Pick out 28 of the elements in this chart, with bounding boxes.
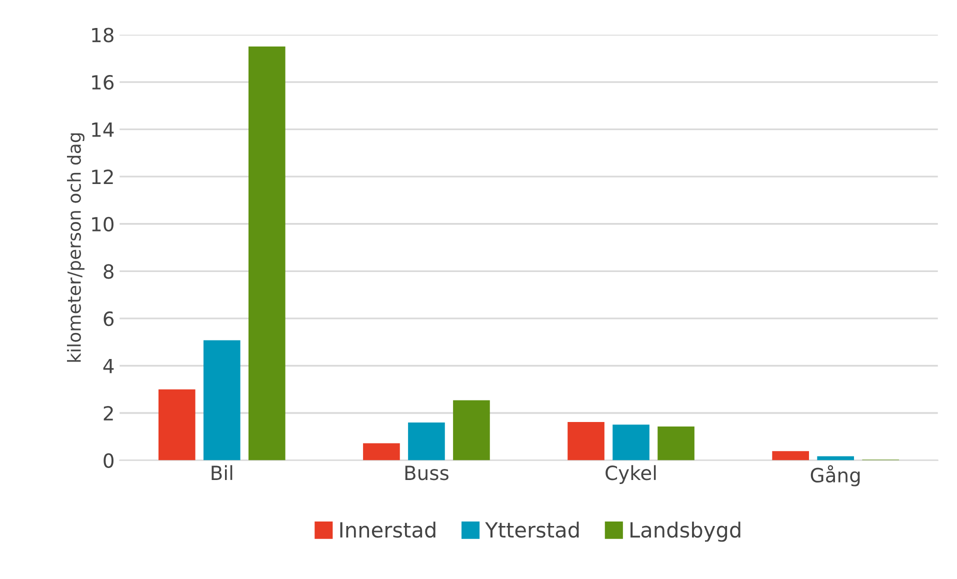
x-tick-label: Gång bbox=[810, 465, 860, 486]
bar bbox=[158, 389, 196, 460]
bar bbox=[203, 340, 240, 460]
bar bbox=[568, 422, 604, 460]
y-tick-label: 2 bbox=[104, 406, 113, 420]
bar bbox=[612, 424, 650, 460]
x-tick-label: Cykel bbox=[606, 465, 656, 484]
x-tick-label: Bil bbox=[212, 465, 232, 480]
y-tick-label: 4 bbox=[103, 358, 114, 374]
bar bbox=[772, 451, 809, 460]
x-tick-label: Buss bbox=[405, 466, 448, 480]
y-tick-label: 16 bbox=[92, 74, 114, 90]
y-axis-title: kilometer/person och dag bbox=[66, 133, 84, 362]
y-tick-label: 12 bbox=[92, 170, 113, 184]
legend-label: Ytterstad bbox=[485, 522, 579, 538]
bar bbox=[453, 400, 490, 460]
legend-label: Innerstad bbox=[340, 522, 436, 538]
y-tick-label: 10 bbox=[92, 216, 114, 232]
y-tick-label: 0 bbox=[104, 453, 114, 468]
y-tick-label: 6 bbox=[104, 311, 114, 326]
bar bbox=[363, 443, 400, 460]
bar bbox=[408, 422, 445, 460]
bar bbox=[658, 426, 694, 460]
y-tick-label: 14 bbox=[92, 122, 114, 137]
bar bbox=[248, 46, 286, 460]
legend-label: Landsbygd bbox=[630, 522, 740, 542]
y-tick-label: 18 bbox=[92, 28, 114, 42]
y-tick-label: 8 bbox=[104, 264, 114, 279]
